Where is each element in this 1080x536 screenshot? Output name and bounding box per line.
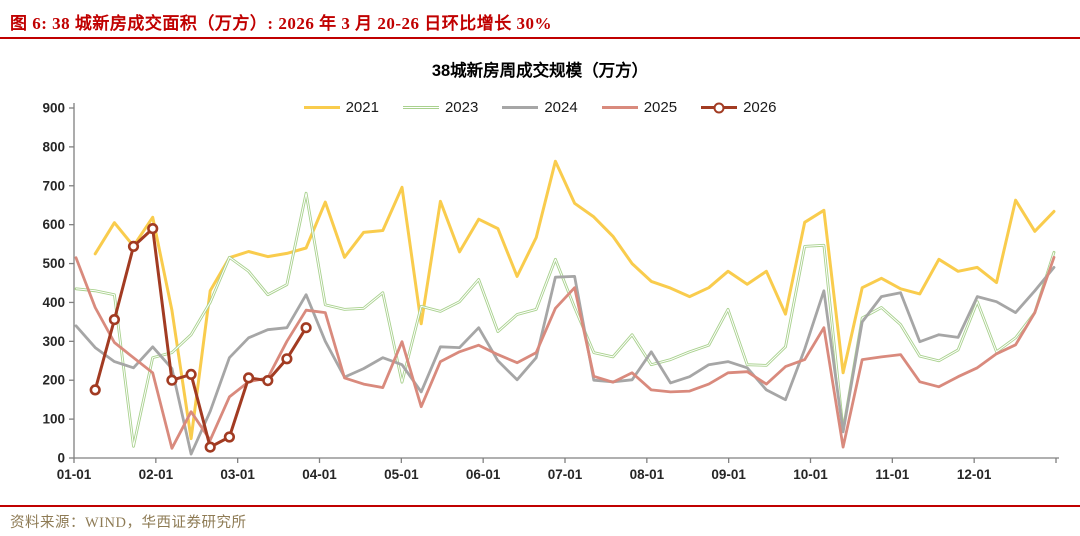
top-divider [0,37,1080,39]
y-tick-label: 200 [42,373,65,388]
series-line-2023 [74,191,1056,448]
y-tick-label: 600 [42,217,65,232]
axes [73,103,1059,459]
source-note: 资料来源：WIND，华西证券研究所 [10,515,247,531]
chart-legend: 2021 2023 2024 2025 2026 [0,99,1080,116]
x-tick-label: 12-01 [957,467,992,482]
series-line-2025 [74,255,1056,450]
series-marker-2026 [243,372,255,384]
x-tick-label: 03-01 [220,467,255,482]
series-marker-2026 [108,314,120,326]
bottom-divider [0,505,1080,507]
series-marker-2026 [300,322,312,334]
y-tick-label: 400 [42,295,65,310]
legend-item-2026: 2026 [701,99,776,116]
series-line-2026 [93,227,308,449]
chart-title: 38城新房周成交规模（万方） [431,62,649,80]
legend-swatch-2023 [402,106,439,109]
figure-caption: 图 6: 38 城新房成交面积（万方）: 2026 年 3 月 20-26 日环… [10,14,552,33]
chart-svg: 0 100 200 300 400 500 600 700 800 900 01-01 02-01 03… [42,101,1059,482]
y-tick-label: 900 [42,101,65,116]
legend-label-2026: 2026 [743,99,777,116]
x-tick-label: 08-01 [630,467,665,482]
y-tick-label: 0 [57,451,65,466]
legend-swatch-2025 [601,106,638,109]
x-tick-label: 09-01 [711,467,746,482]
legend-label-2021: 2021 [345,99,379,116]
series-line-core-2023 [75,192,1055,447]
series-marker-2026 [204,441,216,453]
series-marker-2026 [185,368,197,381]
legend-swatch-2021 [303,106,340,109]
legend-marker-ring [713,102,725,113]
y-tick-label: 300 [42,334,65,349]
x-tick-label: 06-01 [466,467,501,482]
series-marker-2026 [147,223,159,235]
legend-item-2025: 2025 [601,99,678,116]
series-line-2024 [74,266,1056,456]
series-marker-2026 [89,384,101,396]
series-marker-2026 [262,375,274,387]
x-tick-label: 07-01 [548,467,583,482]
x-tick-label: 04-01 [302,467,337,482]
y-tick-label: 500 [42,256,65,271]
legend-label-2023: 2023 [444,99,479,116]
legend-label-2025: 2025 [643,99,678,116]
series-marker-2026 [127,240,140,252]
x-tick-label: 05-01 [384,467,419,482]
x-tick-label: 11-01 [875,467,909,482]
x-tick-label: 01-01 [57,467,92,482]
series-marker-2026 [166,374,178,386]
series-marker-2026 [281,353,293,365]
legend-label-2024: 2024 [544,99,578,116]
legend-item-2021: 2021 [303,99,379,116]
series-marker-2026 [223,431,235,443]
y-tick-label: 800 [42,139,65,154]
legend-item-2023: 2023 [402,99,479,116]
legend-swatch-2024 [502,106,539,109]
y-tick-label: 100 [42,412,65,427]
legend-swatch-2026 [701,102,738,113]
x-tick-label: 10-01 [793,467,828,482]
series-line-2021 [93,159,1056,441]
legend-item-2024: 2024 [502,99,578,116]
y-tick-label: 700 [42,178,65,193]
x-tick-label: 02-01 [139,467,174,482]
